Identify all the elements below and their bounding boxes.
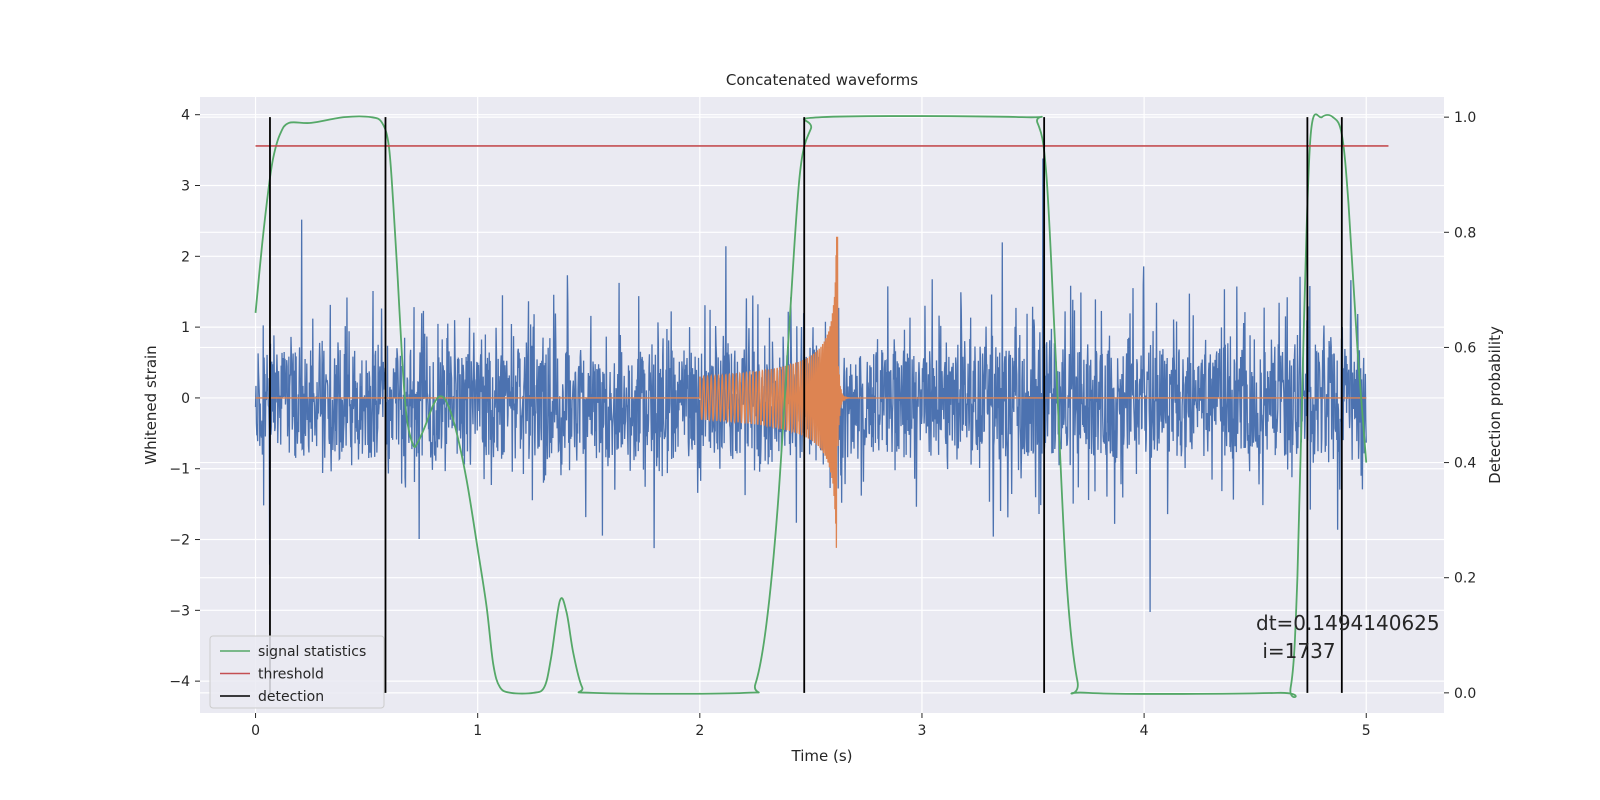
x-tick-label: 2 bbox=[695, 723, 704, 739]
x-tick-label: 3 bbox=[918, 723, 927, 739]
legend-label-threshold: threshold bbox=[258, 667, 324, 683]
legend-label-signal-statistics: signal statistics bbox=[258, 644, 366, 660]
legend-label-detection: detection bbox=[258, 689, 324, 705]
plot-clip-group bbox=[254, 113, 1389, 698]
y-tick-label: 3 bbox=[181, 179, 190, 195]
y2-tick-label: 0.6 bbox=[1454, 340, 1476, 356]
y-tick-label: −3 bbox=[169, 603, 190, 619]
y-tick-label: −2 bbox=[169, 533, 190, 549]
y-tick-label: −4 bbox=[169, 674, 190, 690]
y-tick-label: 4 bbox=[181, 108, 190, 124]
tick-layer: 0 1 2 3 4 5 −4 −3 −2 −1 0 1 2 3 4 0.0 0.2 0.4 0.6 0.8 1.0 bbox=[169, 108, 1476, 739]
waveform-series bbox=[255, 236, 1367, 548]
legend: signal statistics threshold detection bbox=[209, 635, 385, 709]
annotation-index: i=1737 bbox=[1256, 639, 1336, 663]
y2-tick-label: 0.4 bbox=[1454, 456, 1476, 472]
y2-tick-label: 0.0 bbox=[1454, 686, 1476, 702]
x-axis-title: Time (s) bbox=[791, 747, 853, 765]
annotation-dt: dt=0.1494140625 bbox=[1256, 611, 1440, 635]
annotation: dt=0.1494140625 i=1737 bbox=[1256, 611, 1440, 663]
y2-tick-label: 0.2 bbox=[1454, 571, 1476, 587]
x-tick-label: 4 bbox=[1140, 723, 1149, 739]
chart-title: Concatenated waveforms bbox=[726, 71, 918, 89]
x-tick-label: 0 bbox=[251, 723, 260, 739]
y2-tick-label: 0.8 bbox=[1454, 225, 1476, 241]
x-tick-label: 1 bbox=[473, 723, 482, 739]
x-tick-label: 5 bbox=[1362, 723, 1371, 739]
y-tick-label: 2 bbox=[181, 249, 190, 265]
signal-statistics-series bbox=[254, 113, 1368, 698]
y-tick-label: 1 bbox=[181, 320, 190, 336]
series-layer bbox=[254, 113, 1389, 698]
y-tick-label: 0 bbox=[181, 391, 190, 407]
y-tick-label: −1 bbox=[169, 462, 190, 478]
legend-box bbox=[209, 635, 385, 709]
y-axis-title: Whitened strain bbox=[142, 345, 160, 464]
y2-tick-label: 1.0 bbox=[1454, 110, 1476, 126]
strain-series bbox=[254, 158, 1367, 613]
y2-axis-title: Detection probability bbox=[1486, 326, 1504, 484]
